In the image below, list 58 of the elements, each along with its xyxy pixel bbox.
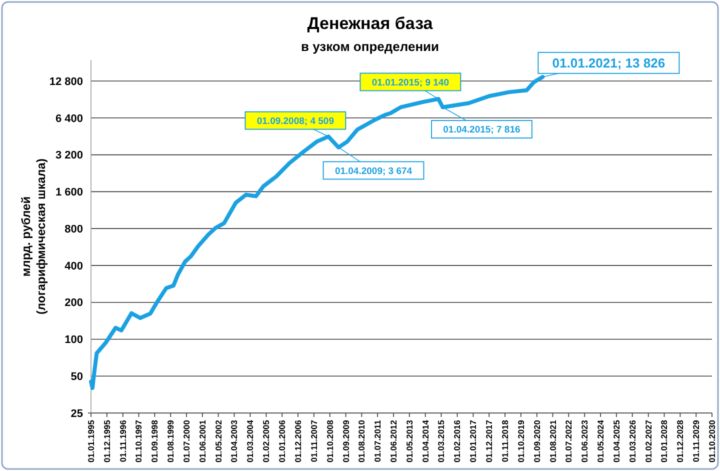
x-tick-label: 01.10.2008 — [324, 420, 335, 463]
x-tick-label: 01.04.2003 — [229, 420, 240, 463]
x-tick-label: 01.05.2002 — [213, 420, 224, 463]
y-axis-title: млрд. рублей (логарифмическая шкала) — [19, 158, 48, 314]
annotation: 01.09.2008; 4 509 — [256, 116, 334, 127]
x-tick-label: 01.04.2014 — [420, 420, 430, 463]
y-tick-label: 100 — [64, 334, 83, 346]
x-tick-label: 01.06.2001 — [197, 420, 208, 463]
x-tick-label: 01.05.2013 — [404, 420, 414, 463]
annotation: 01.04.2015; 7 816 — [443, 124, 520, 136]
chart-title: Денежная база — [307, 14, 434, 33]
x-tick-label: 01.07.2022 — [564, 420, 574, 463]
x-tick-label: 01.03.2026 — [627, 420, 638, 463]
x-tick-label: 01.11.2018 — [500, 420, 510, 462]
x-tick-label: 01.08.2021 — [548, 420, 558, 463]
y-tick-label: 800 — [64, 223, 83, 236]
x-tick-label: 01.07.2011 — [372, 420, 383, 462]
y-tick-label: 50 — [70, 370, 83, 383]
x-tick-label: 01.08.1999 — [166, 420, 176, 463]
x-tick-label: 01.09.1998 — [150, 420, 160, 463]
y-tick-label: 3 200 — [55, 150, 83, 162]
x-tick-label: 01.11.2007 — [308, 420, 319, 462]
y-tick-label: 1 600 — [55, 186, 83, 199]
x-tick-label: 01.03.2004 — [245, 420, 256, 463]
x-tick-label: 01.02.2005 — [261, 420, 272, 463]
y-tick-label: 200 — [64, 297, 83, 310]
x-tick-label: 01.11.2029 — [691, 420, 702, 462]
x-tick-label: 01.12.2017 — [484, 420, 494, 463]
y-tick-label: 25 — [70, 408, 83, 420]
x-tick-label: 01.11.1996 — [118, 420, 128, 462]
x-tick-label: 01.07.2000 — [181, 420, 192, 463]
y-tick-label: 6 400 — [55, 112, 83, 125]
x-tick-label: 01.01.2006 — [277, 420, 288, 463]
chart-subtitle: в узком определении — [300, 39, 440, 54]
x-tick-label: 01.02.2016 — [452, 420, 462, 463]
annotation: 01.01.2021; 13 826 — [552, 55, 666, 70]
x-tick-label: 01.08.2010 — [356, 420, 367, 463]
x-tick-label: 01.12.2028 — [675, 420, 686, 463]
x-tick-label: 01.03.2015 — [436, 420, 446, 463]
x-tick-label: 01.12.2006 — [292, 420, 303, 463]
annotation: 01.01.2015; 9 140 — [372, 77, 449, 88]
x-tick-label: 01.04.2025 — [611, 420, 622, 463]
x-tick-label: 01.06.2023 — [580, 420, 590, 463]
x-tick-label: 01.10.1997 — [134, 420, 144, 463]
x-tick-label: 01.02.2027 — [643, 420, 654, 463]
x-tick-label: 01.05.2024 — [595, 420, 606, 463]
y-tick-label: 400 — [64, 260, 83, 272]
y-tick-label: 12 800 — [49, 76, 83, 88]
x-tick-label: 01.01.2017 — [468, 420, 478, 463]
x-tick-label: 01.06.2012 — [388, 420, 399, 463]
x-tick-label: 01.09.2009 — [340, 420, 351, 463]
x-tick-label: 01.01.1995 — [86, 420, 96, 463]
annotation: 01.04.2009; 3 674 — [334, 166, 413, 177]
x-tick-label: 01.01.2028 — [659, 420, 670, 463]
x-tick-label: 01.10.2030 — [706, 420, 717, 463]
x-tick-label: 01.09.2020 — [532, 420, 542, 463]
x-tick-label: 01.10.2019 — [516, 420, 526, 463]
x-tick-label: 01.12.1995 — [102, 420, 112, 463]
